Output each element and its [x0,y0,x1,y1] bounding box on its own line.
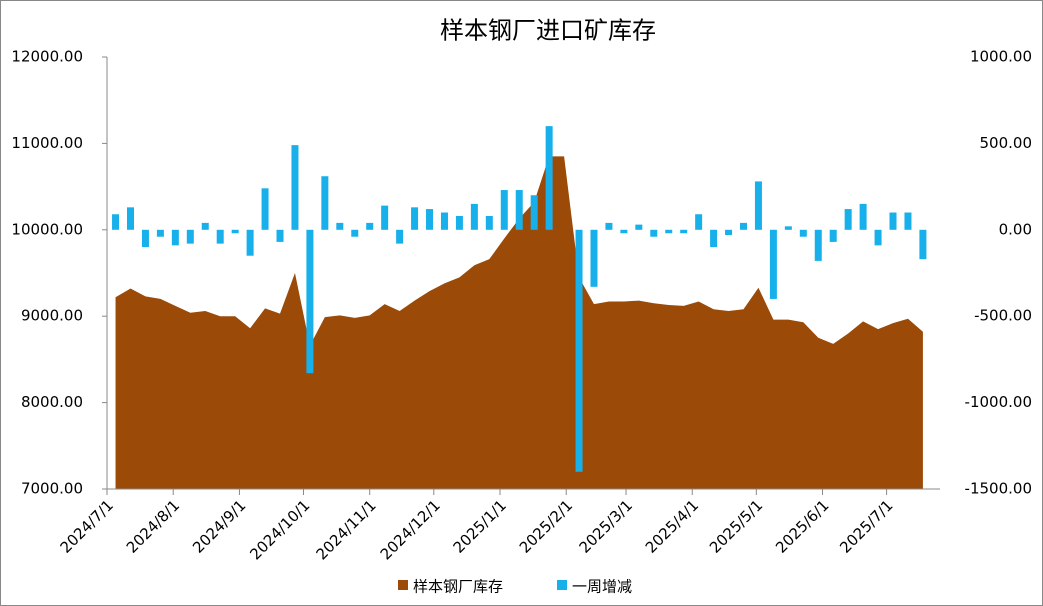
bar [904,212,912,230]
bar [859,203,867,230]
bar [336,222,344,230]
bar [141,229,149,248]
bar [276,229,284,242]
bar [814,229,822,261]
bar [500,190,508,230]
bar [545,126,553,230]
bar [156,229,164,237]
legend-label: 样本钢厂库存 [413,578,503,596]
bar [769,229,777,299]
bar [291,145,299,230]
legend-swatch [557,580,567,590]
y-tick-label: 8000.00 [21,393,83,411]
bar [889,212,897,230]
y-tick-label: 12000.00 [11,48,83,66]
y-tick-label: 11000.00 [11,134,83,152]
legend-label: 一周增减 [572,578,632,596]
bar [725,229,733,235]
bar [665,229,673,234]
bar [231,229,239,234]
bar [426,209,434,230]
y-tick-label: 10000.00 [11,220,83,238]
bar [126,207,134,230]
bar [844,209,852,230]
bar [396,229,404,244]
bar [739,222,747,230]
bar [874,229,882,246]
bar [605,222,613,230]
bar [695,214,703,230]
bar [919,229,927,260]
legend-swatch [398,580,408,590]
bar [590,229,598,287]
bar [650,229,658,237]
bar [680,229,688,234]
bar [635,224,643,230]
bar [306,229,314,374]
bar [485,215,493,230]
bar [515,190,523,230]
y2-tick-label: -1500.00 [965,480,1032,498]
bar [530,195,538,230]
bar [440,212,448,230]
bar [261,188,269,230]
bar [799,229,807,237]
bar [411,207,419,230]
y2-tick-label: -1000.00 [965,393,1032,411]
bar [366,222,374,230]
bar [171,229,179,246]
bar [455,215,463,230]
bar [575,229,583,472]
y-tick-label: 7000.00 [21,480,83,498]
bar [216,229,224,244]
chart-title: 样本钢厂进口矿库存 [440,17,656,45]
y2-tick-label: -500.00 [974,307,1032,325]
bar [351,229,359,237]
y2-tick-label: 1000.00 [970,48,1032,66]
bar [754,181,762,230]
bar [829,229,837,242]
bar [710,229,718,248]
bar [381,205,389,230]
bar [784,226,792,230]
bar [186,229,194,244]
y-tick-label: 9000.00 [21,307,83,325]
y2-tick-label: 500.00 [980,134,1033,152]
y2-tick-label: 0.00 [999,220,1032,238]
bar [201,222,209,230]
bar [470,203,478,230]
bar [620,229,628,234]
bar [246,229,254,256]
bar [321,176,329,230]
area [115,156,923,490]
bar [112,214,120,230]
